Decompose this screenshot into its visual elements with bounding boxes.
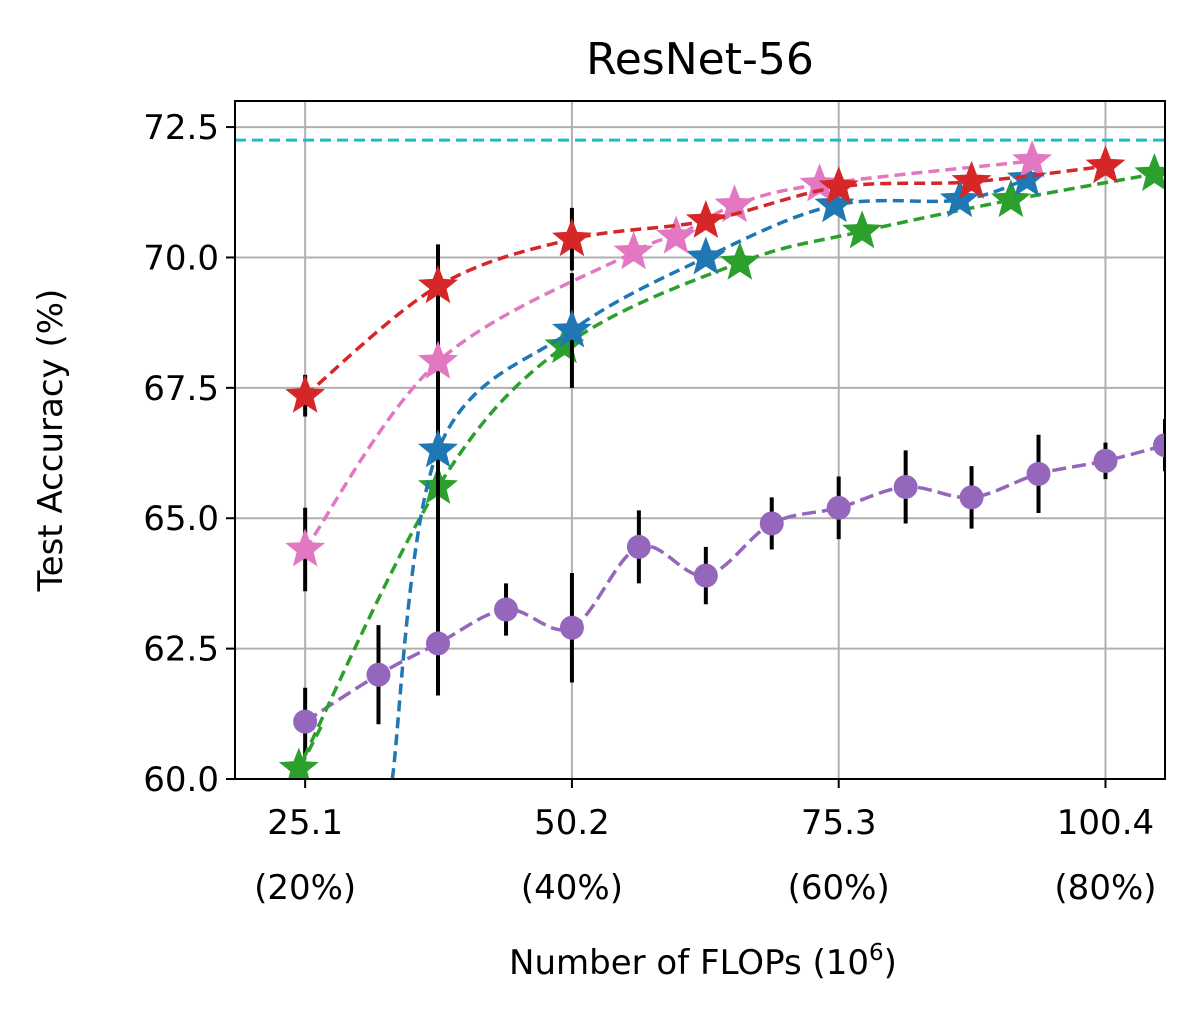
data-point xyxy=(990,179,1031,218)
x-axis-title-sup: 6 xyxy=(869,940,884,966)
data-point xyxy=(494,597,519,622)
data-point xyxy=(893,474,918,499)
data-point xyxy=(685,236,726,275)
data-point xyxy=(1134,153,1165,191)
data-point xyxy=(814,184,855,223)
plot-frame xyxy=(234,100,1166,780)
data-point xyxy=(552,218,592,257)
data-point xyxy=(1093,448,1118,473)
data-point xyxy=(1026,461,1051,486)
x-tick-sublabel: (80%) xyxy=(1054,868,1156,908)
data-point xyxy=(759,511,784,536)
series-purple xyxy=(293,419,1165,756)
data-point xyxy=(626,534,651,559)
x-tick-label: 100.4 xyxy=(1057,803,1154,843)
ticks: 25.1 (20%) 50.2 (40%) 75.3 (60%) 100.4 (80%) 60.… xyxy=(143,108,1156,908)
data-point xyxy=(418,429,458,468)
data-point xyxy=(656,215,697,254)
data-point xyxy=(685,200,726,238)
data-point xyxy=(826,495,851,520)
x-axis-title: Number of FLOPs (106) xyxy=(509,940,897,983)
data-point xyxy=(719,241,760,280)
y-tick-label: 67.5 xyxy=(143,369,219,409)
x-tick-sublabel: (40%) xyxy=(521,868,623,908)
data-point xyxy=(693,563,718,588)
data-layer xyxy=(235,138,1165,779)
y-tick-label: 65.0 xyxy=(143,499,219,539)
y-tick-label: 72.5 xyxy=(143,108,219,148)
data-point xyxy=(418,340,458,379)
x-tick-sublabel: (20%) xyxy=(254,868,356,908)
data-point xyxy=(426,631,451,656)
data-point xyxy=(552,309,592,348)
x-tick-label: 25.1 xyxy=(267,803,343,843)
x-tick-sublabel: (60%) xyxy=(788,868,890,908)
data-point xyxy=(1012,140,1053,178)
x-tick-label: 50.2 xyxy=(534,803,610,843)
data-point xyxy=(285,528,326,567)
series-line-green xyxy=(291,172,1155,779)
data-point xyxy=(959,485,984,510)
x-axis-title-end: ) xyxy=(884,943,897,983)
data-point xyxy=(799,163,840,202)
series-line-blue xyxy=(390,177,1028,779)
data-point xyxy=(366,662,391,687)
data-point xyxy=(951,160,992,199)
y-tick-label: 70.0 xyxy=(143,238,219,278)
data-point xyxy=(613,231,654,270)
x-axis-title-main: Number of FLOPs (10 xyxy=(509,943,869,983)
y-tick-label: 62.5 xyxy=(143,630,219,670)
chart-title: ResNet-56 xyxy=(586,34,814,85)
y-axis-title: Test Accuracy (%) xyxy=(31,289,71,593)
y-tick-label: 60.0 xyxy=(143,760,219,800)
data-point xyxy=(559,615,584,640)
data-point xyxy=(1085,145,1126,184)
data-point xyxy=(418,265,458,304)
data-point xyxy=(842,210,883,249)
data-point xyxy=(278,747,319,779)
data-point xyxy=(285,374,326,413)
series-red xyxy=(285,145,1126,417)
data-point xyxy=(293,709,318,734)
x-tick-label: 75.3 xyxy=(801,803,877,843)
data-point xyxy=(818,166,859,204)
data-point xyxy=(714,184,755,223)
data-point xyxy=(1153,433,1165,458)
